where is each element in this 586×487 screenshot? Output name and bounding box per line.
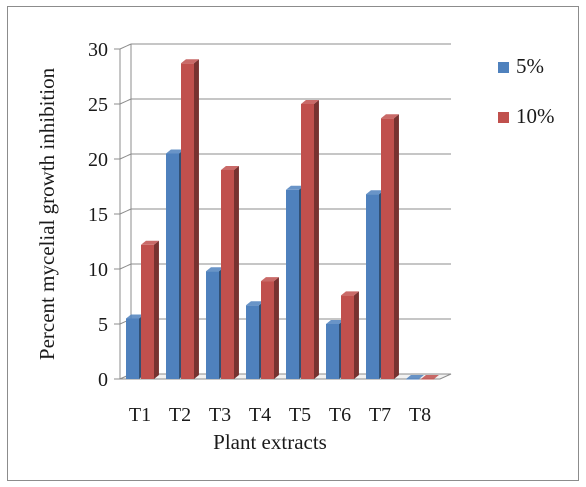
x-tick-label: T8: [409, 404, 431, 426]
bar-T1-5%: [126, 318, 139, 379]
bar-T6-5%: [326, 324, 339, 379]
bar-top-T5-5%: [286, 185, 304, 190]
x-tick-labels: T1 T2 T3 T4 T5 T6 T7 T8: [129, 404, 431, 426]
bar-top-T1-5%: [126, 314, 144, 319]
x-tick-label: T4: [249, 404, 271, 426]
x-tick-label: T6: [329, 404, 351, 426]
bar-T8-5%: [406, 379, 419, 380]
bar-side-T6-10%: [354, 291, 359, 379]
x-tick-label: T5: [289, 404, 311, 426]
bar-T4-10%: [261, 281, 274, 379]
x-tick-label: T1: [129, 404, 151, 426]
bar-side-T2-10%: [194, 59, 199, 380]
chart-frame: 0 5 10 15 20 25 30 T1 T2 T3 T4 T5 T6 T7 T8 Percent my…: [7, 6, 579, 481]
bar-top-T4-5%: [246, 301, 264, 306]
legend: 5% 10%: [498, 54, 555, 128]
legend-swatch-10%: [498, 112, 509, 123]
y-axis-title: Percent mycelial growth inhibition: [35, 67, 59, 360]
bar-T2-10%: [181, 63, 194, 380]
y-tick-label: 20: [88, 149, 108, 171]
legend-label-5%: 5%: [516, 54, 544, 78]
bar-T6-10%: [341, 295, 354, 379]
bar-top-T5-10%: [301, 100, 319, 104]
y-tick-label: 15: [88, 204, 108, 226]
x-tick-label: T3: [209, 404, 231, 426]
bar-top-T8-5%: [406, 375, 424, 379]
bar-top-T2-5%: [166, 149, 184, 154]
bar-side-T7-10%: [394, 114, 399, 380]
bar-side-T4-10%: [274, 277, 279, 379]
bar-top-T2-10%: [181, 59, 199, 64]
legend-swatch-5%: [498, 62, 509, 73]
bar-top-T3-10%: [221, 166, 239, 170]
bar-top-T6-5%: [326, 320, 344, 324]
y-tick-label: 25: [88, 94, 108, 116]
bar-top-T4-10%: [261, 277, 279, 282]
bar-top-T1-10%: [141, 240, 159, 245]
bar-T8-10%: [421, 379, 434, 380]
bar-side-T5-10%: [314, 100, 319, 379]
y-tick-label: 10: [88, 259, 108, 281]
bar-top-T7-5%: [366, 190, 384, 195]
y-tick-labels: 0 5 10 15 20 25 30: [88, 39, 108, 391]
bar-top-T3-5%: [206, 267, 224, 272]
bar-top-T6-10%: [341, 291, 359, 296]
bar-top-T8-10%: [421, 375, 439, 379]
bar-T7-10%: [381, 118, 394, 380]
axes: [114, 44, 452, 380]
bar-T5-10%: [301, 104, 314, 379]
gridline-connector: [119, 43, 132, 50]
bar-T4-5%: [246, 305, 259, 379]
x-axis-title: Plant extracts: [213, 430, 327, 454]
bar-T3-5%: [206, 271, 219, 379]
bars: [126, 59, 439, 380]
gridline-connector: [119, 208, 132, 215]
gridline-connector: [119, 98, 132, 105]
x-tick-label: T7: [369, 404, 391, 426]
y-tick-label: 5: [98, 314, 108, 336]
bar-T2-5%: [166, 153, 179, 379]
bar-side-T3-10%: [234, 166, 239, 379]
bar-T7-5%: [366, 194, 379, 379]
bar-chart: 0 5 10 15 20 25 30 T1 T2 T3 T4 T5 T6 T7 T8 Percent my…: [35, 39, 555, 454]
y-tick-label: 0: [98, 369, 108, 391]
y-tick-label: 30: [88, 39, 108, 61]
gridline-connector: [119, 263, 132, 270]
bar-T3-10%: [221, 170, 234, 379]
bar-side-T1-10%: [154, 240, 159, 379]
bar-T1-10%: [141, 244, 154, 379]
bar-top-T7-10%: [381, 114, 399, 119]
gridline-connector: [119, 153, 132, 160]
x-tick-label: T2: [169, 404, 191, 426]
bar-T5-5%: [286, 189, 299, 379]
legend-label-10%: 10%: [516, 104, 555, 128]
